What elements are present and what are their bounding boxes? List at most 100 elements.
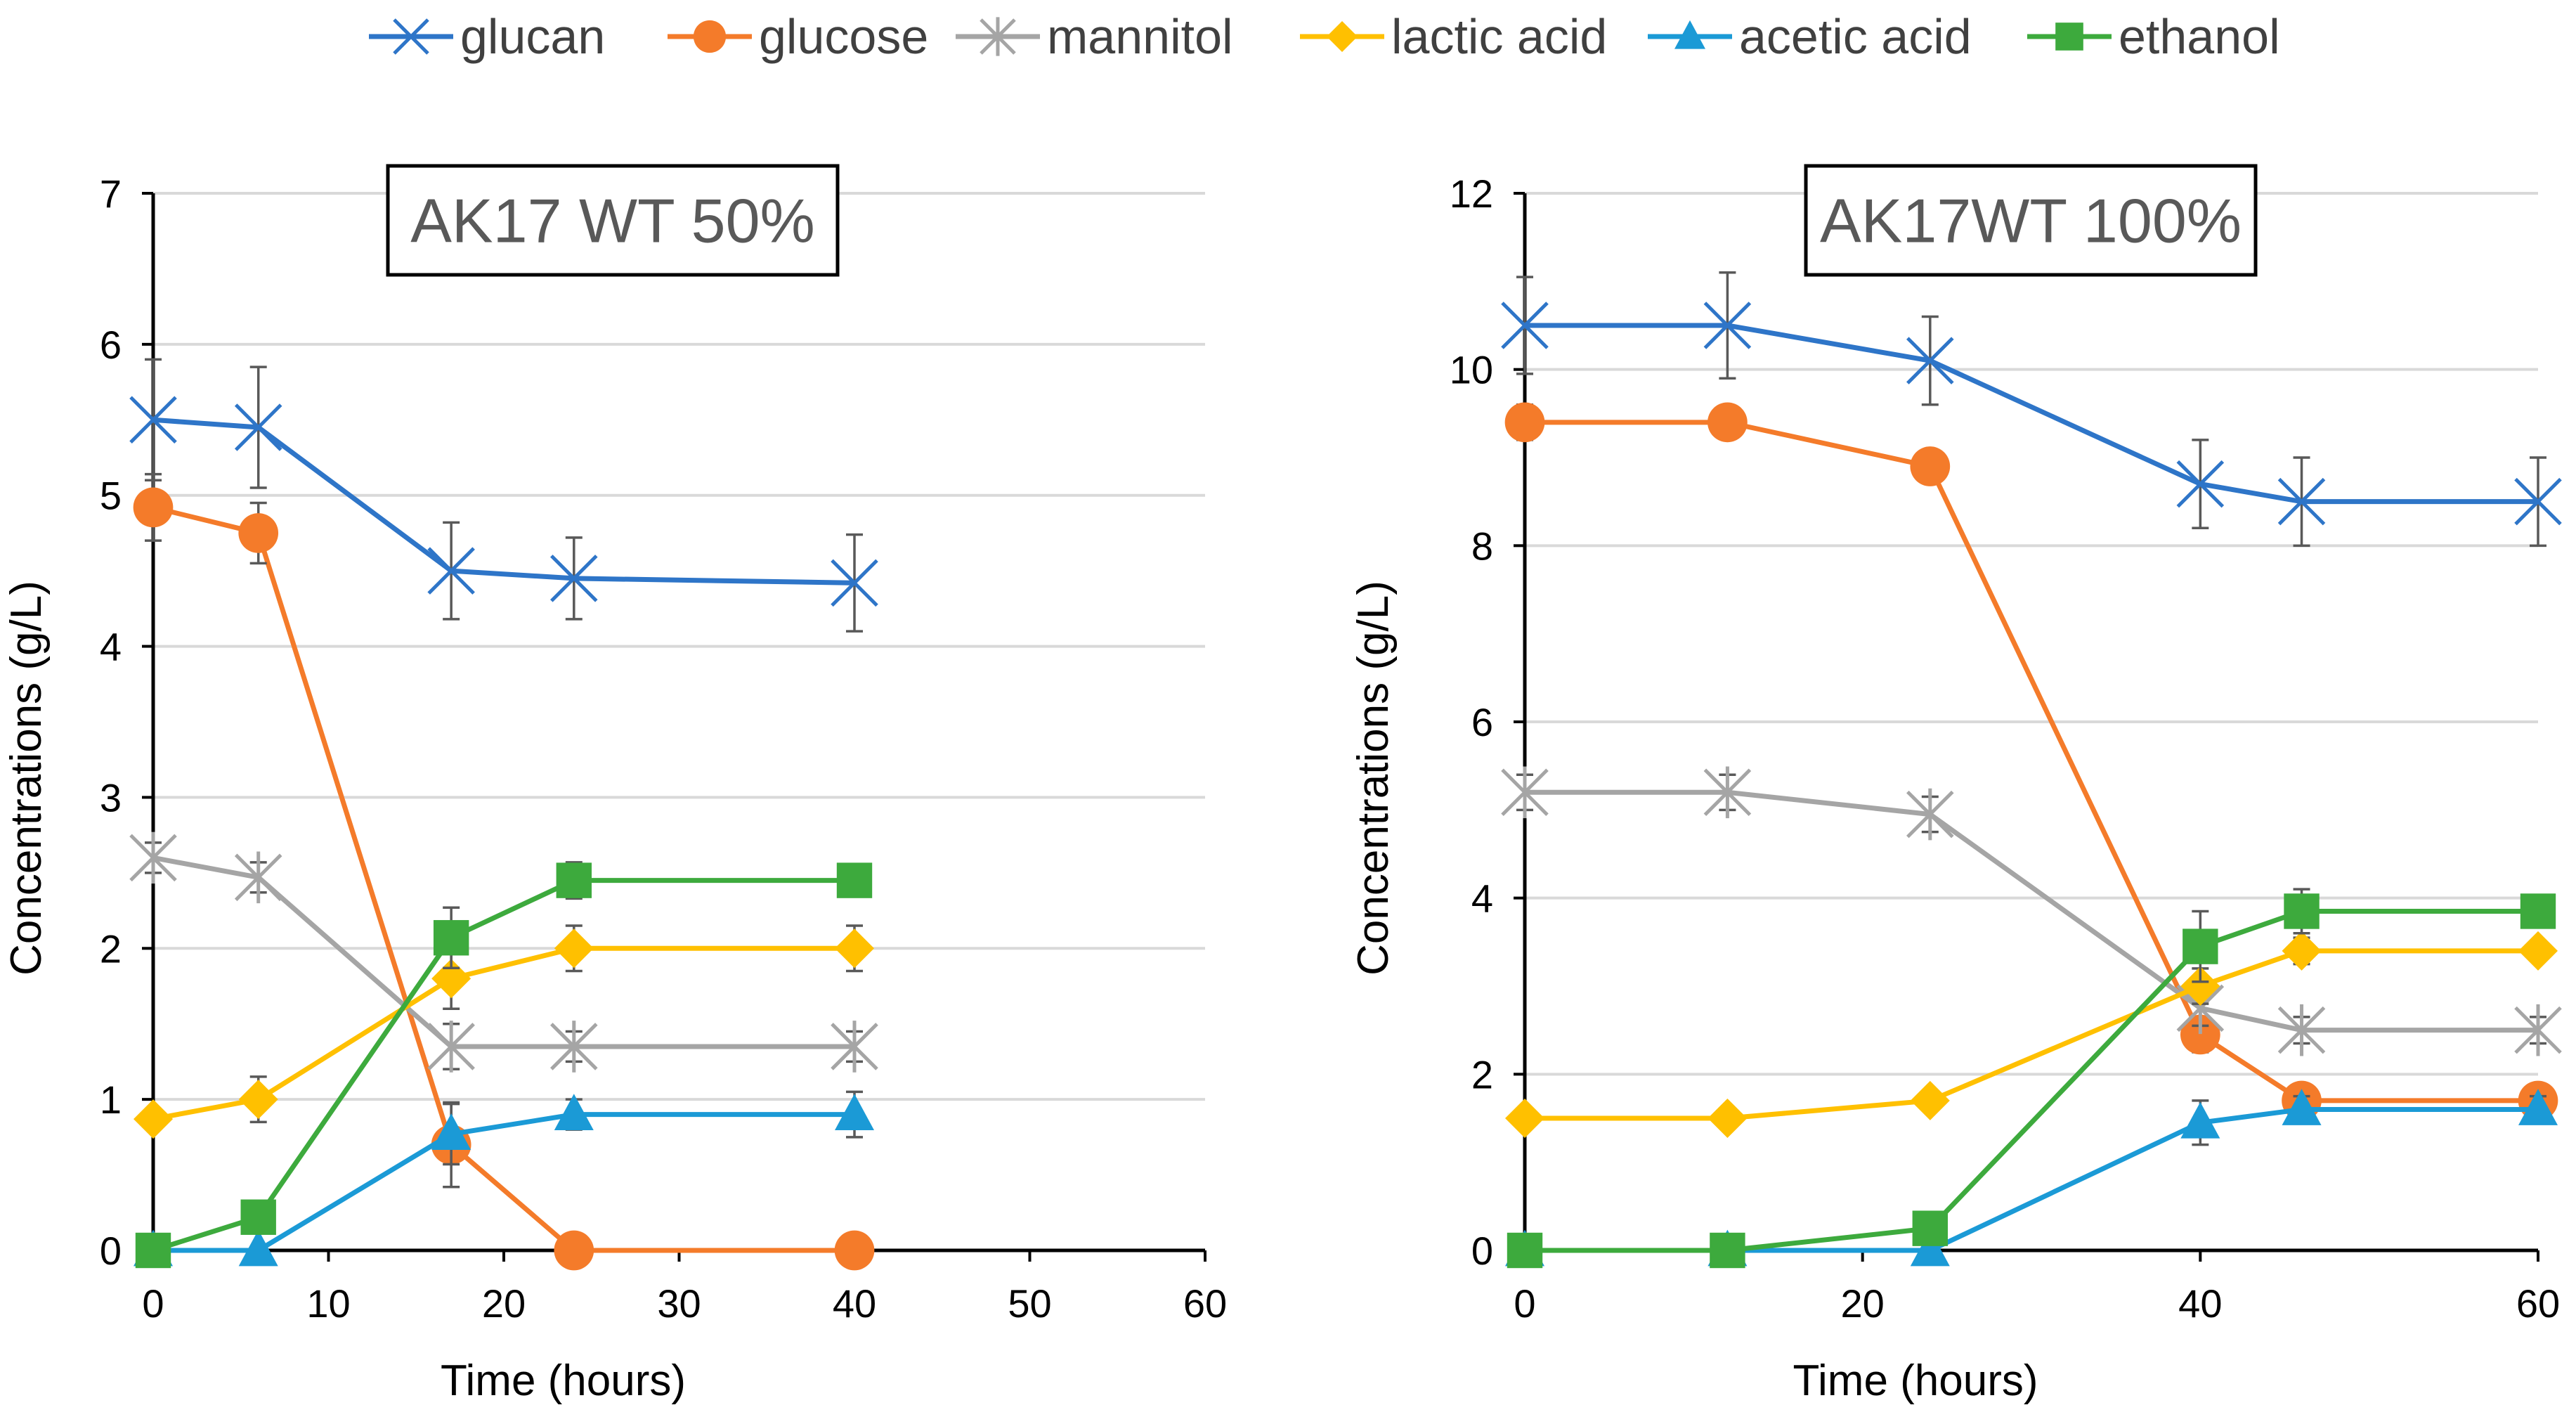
y-tick-label: 4 — [1471, 876, 1493, 921]
data-point-lactic-acid — [1707, 1099, 1748, 1138]
series-ethanol — [135, 861, 873, 1269]
data-point-lactic-acid — [2180, 966, 2220, 1006]
data-point-glucan — [234, 403, 282, 451]
series-line-ethanol — [1525, 908, 2538, 1253]
data-point-mannitol — [831, 1021, 878, 1073]
data-point-acetic-acid — [2180, 1101, 2220, 1139]
chart-title: AK17 WT 50% — [410, 186, 815, 256]
data-point-ethanol — [2520, 893, 2556, 929]
data-point-ethanol — [240, 1199, 276, 1235]
series-line-lactic-acid — [1525, 948, 2538, 1121]
legend-item-mannitol: mannitol — [956, 9, 1233, 64]
data-point-glucan — [1501, 302, 1549, 349]
data-point-glucose — [834, 1230, 875, 1271]
data-point-mannitol — [1501, 766, 1549, 819]
x-tick-label: 30 — [657, 1281, 701, 1326]
data-point-glucan — [2176, 460, 2225, 508]
y-tick-label: 6 — [1471, 700, 1493, 744]
chart-title: AK17WT 100% — [1820, 186, 2242, 256]
data-point-glucose — [1910, 446, 1951, 486]
data-point-acetic-acid — [835, 1094, 874, 1131]
data-point-mannitol — [2514, 1004, 2562, 1056]
data-point-glucan — [2277, 477, 2326, 526]
data-point-acetic-acid — [554, 1094, 594, 1131]
data-point-acetic-acid — [1910, 1229, 1950, 1267]
data-point-glucan — [129, 396, 177, 444]
y-axis-label: Concentrations (g/L) — [2, 581, 51, 976]
y-axis-label: Concentrations (g/L) — [1349, 581, 1398, 976]
x-tick-label: 60 — [2516, 1281, 2560, 1326]
data-point-ethanol — [433, 920, 469, 956]
legend-marker-glucose — [693, 20, 727, 53]
chart-right: 0 2 4 6 8 10 12 0 20 40 60 Time (hours) Concentratio… — [1349, 164, 2562, 1405]
y-tick-label: 12 — [1450, 171, 1493, 216]
legend-marker-glucan — [393, 18, 429, 55]
legend-label-ethanol: ethanol — [2119, 9, 2280, 64]
legend-marker-lactic-acid — [1327, 21, 1358, 52]
series-ethanol — [1507, 888, 2556, 1269]
legend-label-lactic-acid: lactic acid — [1391, 9, 1607, 64]
data-point-mannitol — [1703, 766, 1752, 819]
data-point-ethanol — [2183, 928, 2218, 964]
x-tick-label: 60 — [1183, 1281, 1227, 1326]
y-tick-label: 7 — [100, 171, 122, 216]
legend-marker-ethanol — [2055, 22, 2083, 51]
y-tick-label: 6 — [100, 323, 122, 367]
series-acetic-acid — [1505, 1089, 2558, 1267]
data-point-acetic-acid — [2518, 1089, 2558, 1125]
data-point-acetic-acid — [238, 1229, 278, 1267]
data-point-lactic-acid — [835, 928, 874, 969]
legend-item-glucan: glucan — [369, 9, 605, 64]
series-glucan — [129, 358, 878, 633]
chart-left: 0 1 2 3 4 5 6 7 0 10 20 30 40 50 60 Time (hours) Concent… — [2, 164, 1227, 1405]
data-point-glucan — [427, 547, 475, 595]
y-tick-label: 10 — [1450, 348, 1493, 392]
legend-item-glucose: glucose — [668, 9, 928, 64]
data-point-mannitol — [234, 851, 282, 904]
y-tick-label: 0 — [1471, 1229, 1493, 1273]
series-glucose — [133, 472, 875, 1271]
legend: glucan glucose mannitol lactic acid acetic a… — [369, 9, 2280, 64]
legend-label-mannitol: mannitol — [1047, 9, 1233, 64]
data-point-mannitol — [1906, 788, 1954, 841]
x-tick-label: 40 — [2178, 1281, 2222, 1326]
legend-label-acetic-acid: acetic acid — [1739, 9, 1972, 64]
series-line-ethanol — [152, 878, 854, 1253]
data-point-ethanol — [2284, 893, 2320, 929]
series-glucose — [1504, 402, 2558, 1121]
x-tick-label: 20 — [482, 1281, 526, 1326]
legend-marker-acetic-acid — [1674, 20, 1705, 49]
y-tick-label: 3 — [100, 775, 122, 820]
data-point-glucose — [238, 513, 279, 553]
data-point-lactic-acid — [2282, 931, 2322, 971]
series-glucan — [1501, 271, 2562, 548]
x-tick-label: 0 — [142, 1281, 164, 1326]
x-tick-label: 0 — [1514, 1281, 1535, 1326]
legend-item-acetic-acid: acetic acid — [1648, 9, 1972, 64]
data-point-acetic-acid — [2282, 1089, 2322, 1125]
x-axis-label: Time (hours) — [1793, 1357, 2038, 1405]
data-point-glucan — [550, 555, 598, 602]
data-point-glucose — [1504, 402, 1545, 443]
series-line-glucose — [1525, 420, 2538, 1103]
data-point-mannitol — [129, 831, 177, 884]
series-lactic-acid — [134, 924, 874, 1139]
data-point-lactic-acid — [2518, 931, 2558, 971]
x-axis-label: Time (hours) — [441, 1357, 686, 1405]
data-point-glucose — [1707, 402, 1748, 443]
data-point-lactic-acid — [1505, 1099, 1544, 1138]
y-tick-label: 5 — [100, 474, 122, 518]
data-point-ethanol — [556, 862, 592, 898]
chart-title-box: AK17 WT 50% — [386, 164, 840, 277]
legend-item-ethanol: ethanol — [2027, 9, 2280, 64]
x-tick-label: 50 — [1008, 1281, 1051, 1326]
data-point-glucose — [2180, 1014, 2220, 1055]
data-point-ethanol — [135, 1232, 171, 1269]
series-lactic-acid — [1505, 931, 2558, 1138]
data-point-lactic-acid — [134, 1099, 173, 1139]
legend-label-glucan: glucan — [460, 9, 605, 64]
data-point-mannitol — [427, 1021, 475, 1073]
legend-label-glucose: glucose — [759, 9, 928, 64]
data-point-ethanol — [836, 862, 873, 898]
